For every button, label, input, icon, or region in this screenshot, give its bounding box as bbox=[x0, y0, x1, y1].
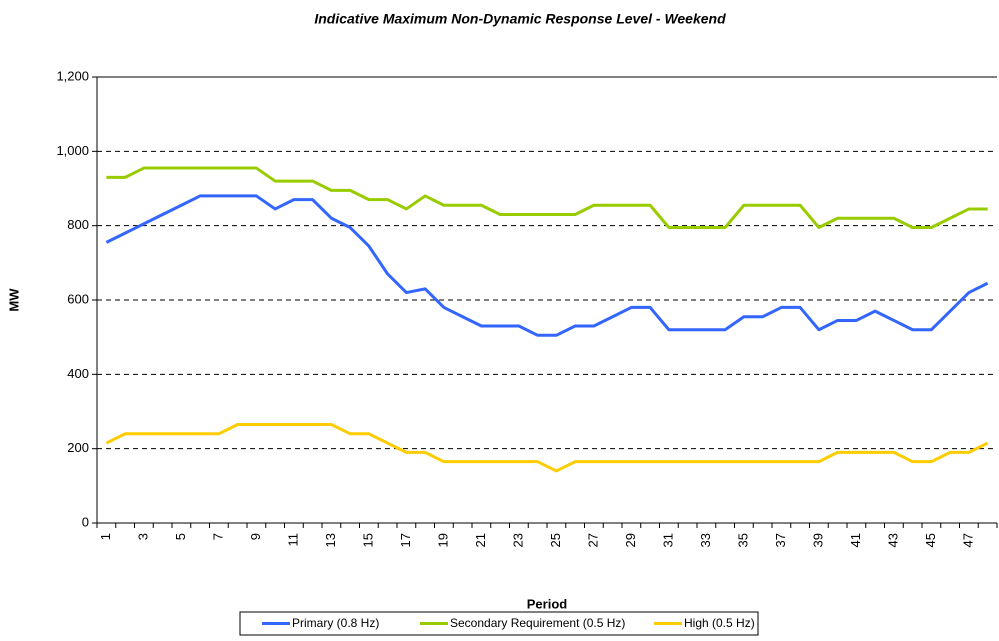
y-axis-label: MW bbox=[6, 288, 21, 312]
legend-label: Primary (0.8 Hz) bbox=[292, 616, 379, 630]
legend-label: High (0.5 Hz) bbox=[684, 616, 755, 630]
x-tick-label: 27 bbox=[585, 533, 600, 547]
x-tick-label: 41 bbox=[848, 533, 863, 547]
chart-title: Indicative Maximum Non-Dynamic Response … bbox=[314, 11, 726, 27]
x-tick-label: 39 bbox=[810, 533, 825, 547]
legend-label: Secondary Requirement (0.5 Hz) bbox=[450, 616, 625, 630]
x-tick-label: 47 bbox=[960, 533, 975, 547]
y-tick-label: 1,200 bbox=[56, 68, 89, 83]
x-tick-label: 25 bbox=[548, 533, 563, 547]
y-tick-label: 600 bbox=[67, 291, 89, 306]
x-tick-label: 45 bbox=[923, 533, 938, 547]
x-tick-label: 19 bbox=[435, 533, 450, 547]
x-tick-label: 31 bbox=[660, 533, 675, 547]
x-tick-label: 1 bbox=[98, 533, 113, 540]
series-line bbox=[105, 423, 989, 473]
x-tick-label: 15 bbox=[360, 533, 375, 547]
x-tick-label: 33 bbox=[698, 533, 713, 547]
x-tick-label: 5 bbox=[173, 533, 188, 540]
y-tick-label: 1,000 bbox=[56, 143, 89, 158]
x-tick-label: 23 bbox=[510, 533, 525, 547]
x-tick-label: 21 bbox=[473, 533, 488, 547]
x-tick-label: 3 bbox=[135, 533, 150, 540]
x-tick-label: 37 bbox=[773, 533, 788, 547]
y-tick-label: 800 bbox=[67, 217, 89, 232]
y-tick-label: 400 bbox=[67, 366, 89, 381]
series-line bbox=[106, 166, 988, 230]
x-tick-label: 43 bbox=[885, 533, 900, 547]
x-tick-label: 17 bbox=[398, 533, 413, 547]
y-tick-label: 0 bbox=[82, 514, 89, 529]
x-tick-label: 11 bbox=[285, 533, 300, 547]
x-tick-label: 9 bbox=[248, 533, 263, 540]
series-line bbox=[105, 194, 989, 337]
legend-box bbox=[239, 611, 759, 636]
x-tick-label: 7 bbox=[210, 533, 225, 540]
y-tick-label: 200 bbox=[67, 440, 89, 455]
x-tick-label: 13 bbox=[323, 533, 338, 547]
x-axis-label: Period bbox=[527, 596, 568, 611]
x-tick-label: 35 bbox=[735, 533, 750, 547]
x-tick-label: 29 bbox=[623, 533, 638, 547]
